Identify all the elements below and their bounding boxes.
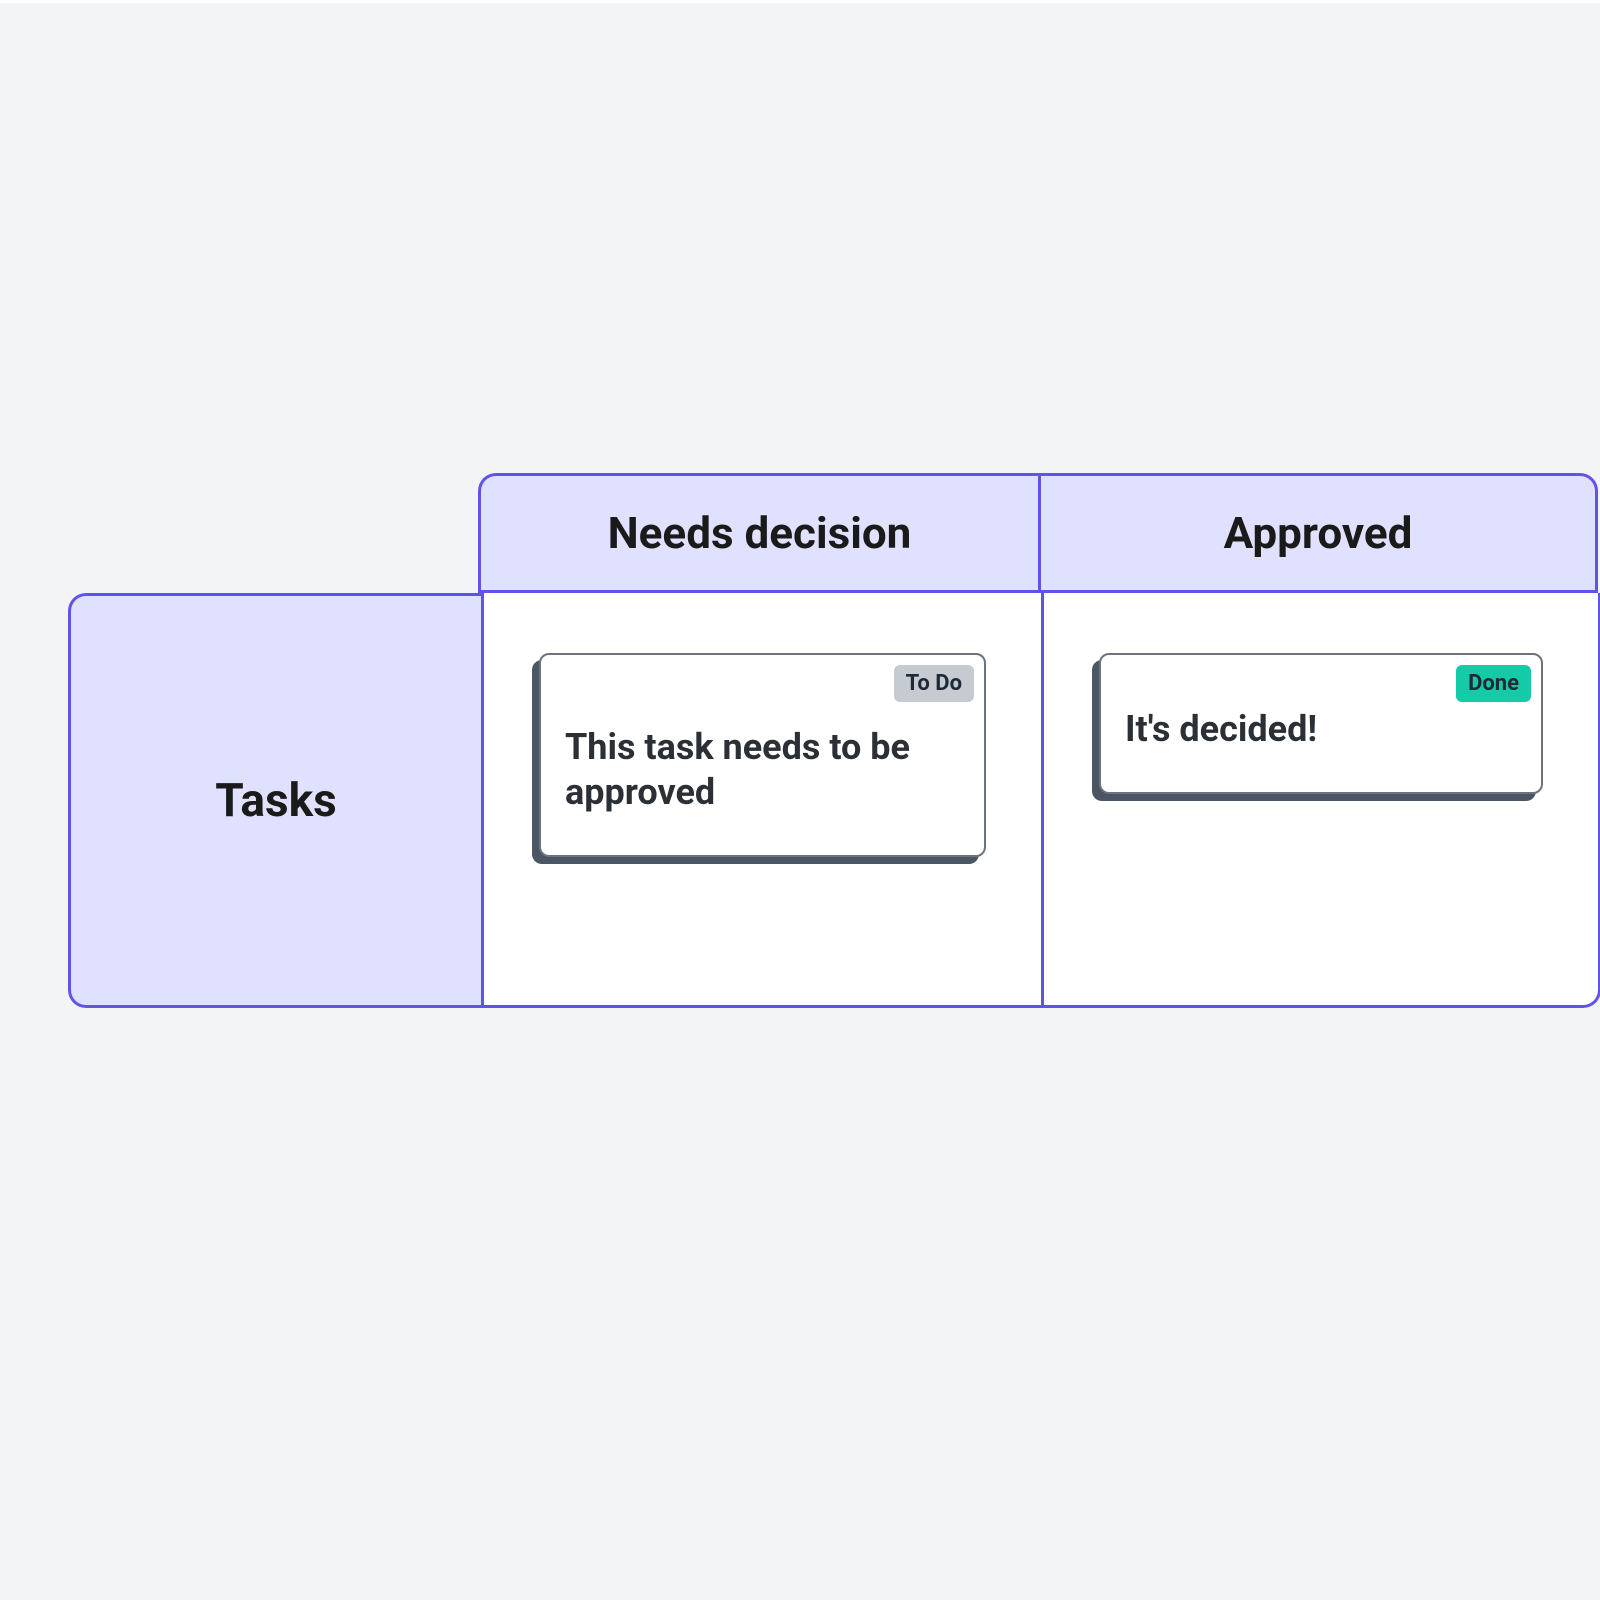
column-header-approved: Approved: [1038, 473, 1598, 593]
board-row-tasks: Tasks To Do This task needs to be approv…: [68, 593, 1600, 1008]
column-header-label: Approved: [1224, 507, 1413, 559]
column-header-needs-decision: Needs decision: [478, 473, 1038, 593]
status-badge-done: Done: [1456, 665, 1531, 702]
task-card-title: This task needs to be approved: [565, 725, 960, 815]
column-headers: Needs decision Approved: [478, 473, 1598, 593]
status-badge-todo: To Do: [894, 665, 974, 702]
kanban-board: Needs decision Approved Tasks To Do This…: [68, 593, 1600, 1008]
column-header-label: Needs decision: [608, 507, 912, 559]
task-card-title: It's decided!: [1125, 707, 1517, 752]
row-header-label: Tasks: [215, 774, 337, 828]
task-card-decided[interactable]: Done It's decided!: [1099, 653, 1543, 794]
row-header-tasks: Tasks: [68, 593, 481, 1008]
task-card-needs-approval[interactable]: To Do This task needs to be approved: [539, 653, 986, 857]
cell-approved[interactable]: Done It's decided!: [1041, 593, 1600, 1008]
cell-needs-decision[interactable]: To Do This task needs to be approved: [481, 593, 1041, 1008]
